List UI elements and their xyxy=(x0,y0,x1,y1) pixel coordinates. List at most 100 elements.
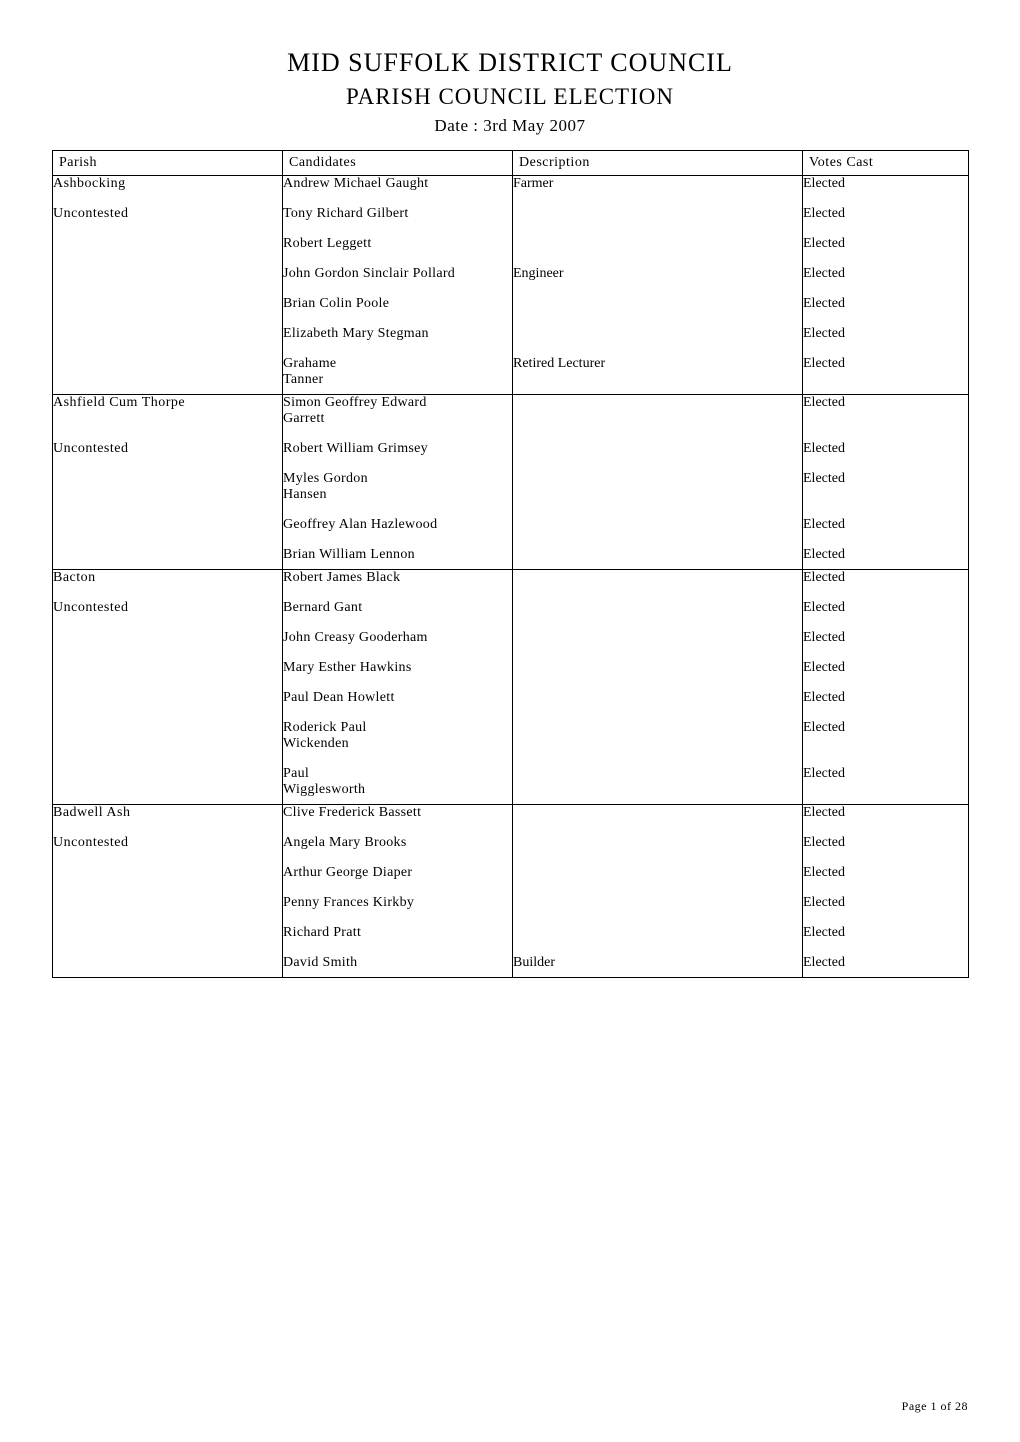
votes-cast: Elected xyxy=(803,236,969,252)
spacer-cell xyxy=(53,752,283,766)
votes-cast: Elected xyxy=(803,547,969,570)
parish-name: Bacton xyxy=(53,570,283,587)
spacer-cell xyxy=(283,821,513,835)
votes-cast: Elected xyxy=(803,600,969,616)
spacer-cell xyxy=(53,252,283,266)
votes-cast: Elected xyxy=(803,176,969,193)
table-row: Brian William LennonElected xyxy=(53,547,969,570)
election-table-body: Parish Candidates Description Votes Cast… xyxy=(53,151,969,978)
spacer-cell xyxy=(53,342,283,356)
candidate-name: Robert William Grimsey xyxy=(283,441,513,457)
spacer-cell xyxy=(53,312,283,326)
row-spacer xyxy=(53,503,969,517)
spacer-cell xyxy=(283,282,513,296)
table-row: AshbockingAndrew Michael GaughtFarmerEle… xyxy=(53,176,969,193)
spacer-cell xyxy=(283,616,513,630)
row-spacer xyxy=(53,342,969,356)
candidate-description xyxy=(513,236,803,252)
candidate-description: Farmer xyxy=(513,176,803,193)
spacer-cell xyxy=(53,676,283,690)
row-spacer xyxy=(53,282,969,296)
candidate-description xyxy=(513,547,803,570)
votes-cast: Elected xyxy=(803,570,969,587)
spacer-cell xyxy=(283,222,513,236)
spacer-cell xyxy=(513,881,803,895)
row-spacer xyxy=(53,616,969,630)
spacer-cell xyxy=(283,646,513,660)
candidate-name: John Creasy Gooderham xyxy=(283,630,513,646)
spacer-cell xyxy=(803,312,969,326)
parish-blank xyxy=(53,660,283,676)
candidate-description xyxy=(513,865,803,881)
candidate-name: Bernard Gant xyxy=(283,600,513,616)
parish-blank xyxy=(53,296,283,312)
candidate-description xyxy=(513,296,803,312)
spacer-cell xyxy=(283,676,513,690)
row-spacer xyxy=(53,911,969,925)
row-spacer xyxy=(53,752,969,766)
spacer-cell xyxy=(53,427,283,441)
spacer-cell xyxy=(803,427,969,441)
spacer-cell xyxy=(283,427,513,441)
row-spacer xyxy=(53,676,969,690)
table-row: PaulWigglesworthElected xyxy=(53,766,969,805)
spacer-cell xyxy=(53,911,283,925)
votes-cast: Elected xyxy=(803,805,969,822)
spacer-cell xyxy=(513,192,803,206)
votes-cast: Elected xyxy=(803,517,969,533)
table-row: Elizabeth Mary StegmanElected xyxy=(53,326,969,342)
spacer-cell xyxy=(283,457,513,471)
spacer-cell xyxy=(803,282,969,296)
table-row: UncontestedAngela Mary BrooksElected xyxy=(53,835,969,851)
candidate-name: Geoffrey Alan Hazlewood xyxy=(283,517,513,533)
candidate-description xyxy=(513,600,803,616)
parish-blank xyxy=(53,720,283,752)
spacer-cell xyxy=(53,192,283,206)
parish-status: Uncontested xyxy=(53,441,283,457)
col-header-candidates: Candidates xyxy=(283,151,513,176)
page-container: MID SUFFOLK DISTRICT COUNCIL PARISH COUN… xyxy=(0,0,1020,1442)
parish-blank xyxy=(53,517,283,533)
candidate-name: Robert James Black xyxy=(283,570,513,587)
parish-name: Ashfield Cum Thorpe xyxy=(53,395,283,428)
candidate-name: Tony Richard Gilbert xyxy=(283,206,513,222)
spacer-cell xyxy=(803,851,969,865)
spacer-cell xyxy=(803,586,969,600)
parish-blank xyxy=(53,925,283,941)
row-spacer xyxy=(53,821,969,835)
votes-cast: Elected xyxy=(803,326,969,342)
spacer-cell xyxy=(803,616,969,630)
table-row: Mary Esther HawkinsElected xyxy=(53,660,969,676)
parish-name: Ashbocking xyxy=(53,176,283,193)
candidate-description xyxy=(513,441,803,457)
spacer-cell xyxy=(803,676,969,690)
candidate-name: David Smith xyxy=(283,955,513,978)
parish-blank xyxy=(53,547,283,570)
row-spacer xyxy=(53,222,969,236)
spacer-cell xyxy=(803,821,969,835)
parish-blank xyxy=(53,865,283,881)
table-row: Badwell AshClive Frederick BassettElecte… xyxy=(53,805,969,822)
votes-cast: Elected xyxy=(803,441,969,457)
votes-cast: Elected xyxy=(803,395,969,428)
table-row: Ashfield Cum ThorpeSimon Geoffrey Edward… xyxy=(53,395,969,428)
spacer-cell xyxy=(803,533,969,547)
candidate-name: Myles GordonHansen xyxy=(283,471,513,503)
spacer-cell xyxy=(803,752,969,766)
votes-cast: Elected xyxy=(803,206,969,222)
table-row: GrahameTannerRetired LecturerElected xyxy=(53,356,969,395)
votes-cast: Elected xyxy=(803,895,969,911)
spacer-cell xyxy=(803,503,969,517)
spacer-cell xyxy=(513,586,803,600)
spacer-cell xyxy=(803,646,969,660)
table-row: Brian Colin PooleElected xyxy=(53,296,969,312)
parish-status: Uncontested xyxy=(53,600,283,616)
spacer-cell xyxy=(513,851,803,865)
table-row: Richard PrattElected xyxy=(53,925,969,941)
candidate-description: Retired Lecturer xyxy=(513,356,803,395)
table-row: Myles GordonHansenElected xyxy=(53,471,969,503)
row-spacer xyxy=(53,941,969,955)
col-header-description: Description xyxy=(513,151,803,176)
candidate-name: Simon Geoffrey EdwardGarrett xyxy=(283,395,513,428)
parish-blank xyxy=(53,766,283,805)
